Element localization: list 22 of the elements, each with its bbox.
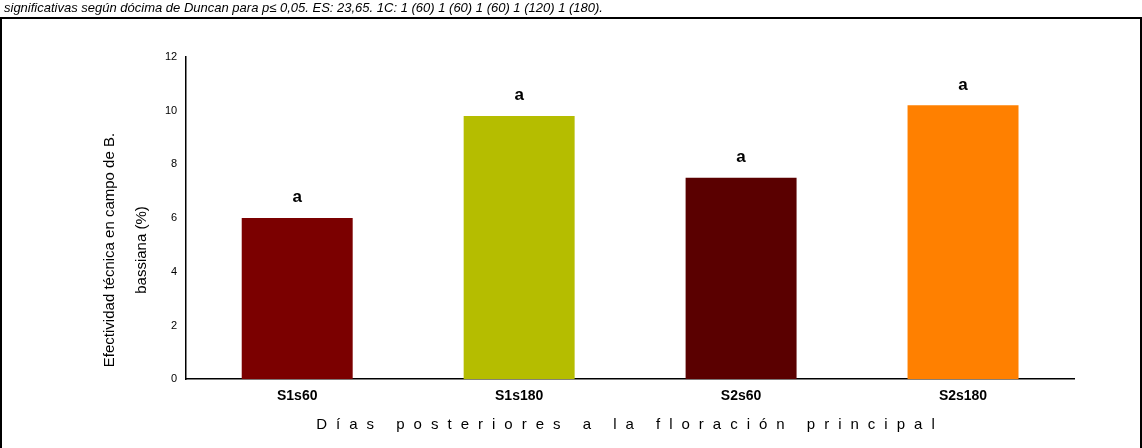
x-tick-label: S2s60 <box>720 387 762 404</box>
data-label: a <box>292 187 303 207</box>
y-tick-label: 4 <box>171 264 178 277</box>
bar <box>463 116 575 380</box>
x-tick-label: S2s180 <box>938 387 988 404</box>
y-axis-title: Efectividad técnica en campo de B. bassiana (%) <box>99 132 150 368</box>
y-tick-label: 6 <box>171 211 178 224</box>
text: significativas según dócima de Duncan para p≤ 0,05. ES: 23,65. 1C: 1 (60) 1 (60) 1 (60) 1 (120) 1 (180). <box>4 0 603 15</box>
bar <box>685 177 797 380</box>
x-tick-label: S1s180 <box>495 387 544 404</box>
y-tick-label: 2 <box>171 318 178 331</box>
data-label: a <box>958 74 969 94</box>
bar <box>907 105 1019 380</box>
x-tick-label: S1s60 <box>276 387 318 404</box>
data-label: a <box>514 85 525 105</box>
bar <box>241 218 353 380</box>
data-label: a <box>736 147 747 167</box>
y-tick-label: 8 <box>171 157 178 170</box>
y-tick-label: 12 <box>164 50 178 63</box>
y-tick-label: 10 <box>164 103 178 116</box>
y-tick-label: 0 <box>171 372 178 385</box>
x-axis-title: Días posteriores a la floración principal <box>315 415 945 432</box>
